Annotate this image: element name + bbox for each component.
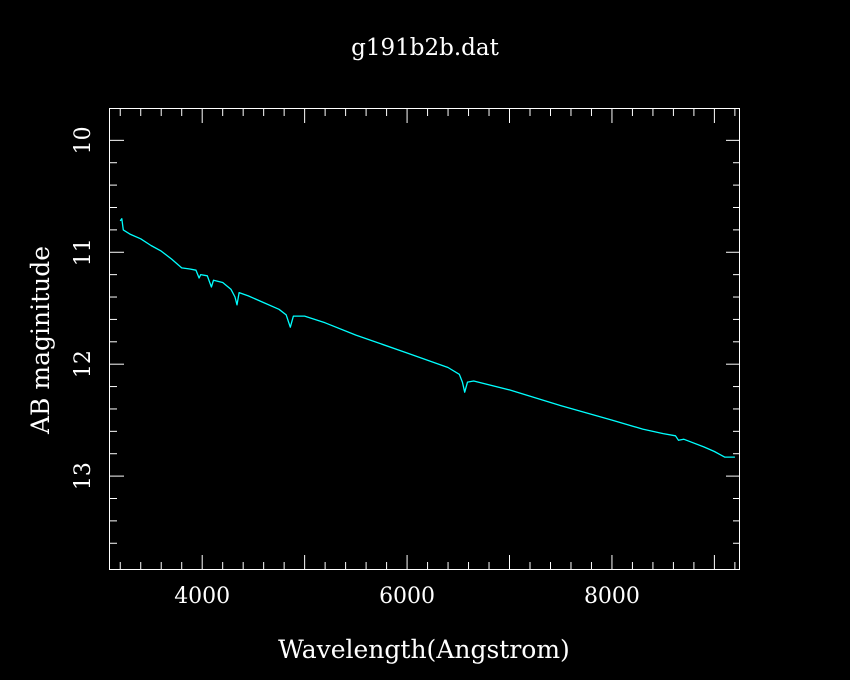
y-tick-label: 10 — [71, 126, 96, 154]
x-axis-label: Wavelength(Angstrom) — [278, 635, 570, 664]
x-tick-label: 6000 — [379, 584, 435, 609]
y-tick-label: 11 — [71, 238, 96, 266]
axis-tick-labels: 4000 6000 8000 10 11 12 13 — [71, 126, 640, 609]
x-tick-label: 4000 — [174, 584, 230, 609]
y-axis-label: AB maginitude — [26, 246, 55, 435]
x-tick-label: 8000 — [584, 584, 640, 609]
plot-frame — [109, 108, 740, 570]
y-tick-label: 13 — [71, 462, 96, 490]
y-tick-label: 12 — [71, 350, 96, 378]
axis-ticks — [110, 109, 740, 569]
spectrum-line — [119, 218, 735, 458]
chart-title: g191b2b.dat — [351, 35, 499, 61]
